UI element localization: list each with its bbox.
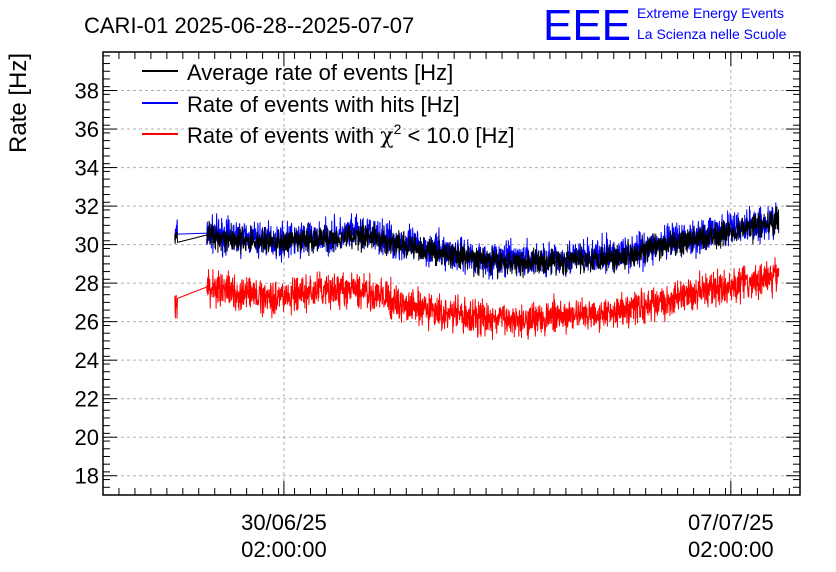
plot-frame bbox=[102, 51, 801, 496]
series-rate-of-events-with-chi2-10-0-hz bbox=[174, 257, 780, 340]
legend-label-average: Average rate of events [Hz] bbox=[187, 60, 453, 85]
y-tick-label: 36 bbox=[75, 117, 99, 142]
y-tick-label: 24 bbox=[75, 348, 99, 373]
legend-label-hits: Rate of events with hits [Hz] bbox=[187, 92, 460, 117]
x-tick-label-date: 07/07/25 bbox=[688, 510, 774, 535]
legend-label-chi2: Rate of events with χ2 < 10.0 [Hz] bbox=[187, 121, 514, 149]
y-tick-label: 38 bbox=[75, 79, 99, 104]
y-tick-label: 34 bbox=[75, 156, 99, 181]
axis-ticks bbox=[102, 52, 800, 496]
y-tick-label: 28 bbox=[75, 271, 99, 296]
data-series bbox=[174, 202, 780, 340]
x-tick-label-time: 02:00:00 bbox=[688, 537, 774, 562]
x-tick-label-time: 02:00:00 bbox=[241, 537, 327, 562]
chart-title: CARI-01 2025-06-28--2025-07-07 bbox=[84, 13, 414, 38]
series-average-rate-of-events-hz bbox=[174, 206, 780, 280]
logo-line-2: La Scienza nelle Scuole bbox=[637, 26, 787, 42]
x-tick-label-date: 30/06/25 bbox=[241, 510, 327, 535]
y-tick-label: 32 bbox=[75, 194, 99, 219]
logo-line-1: Extreme Energy Events bbox=[637, 5, 784, 21]
legend: Average rate of events [Hz] Rate of even… bbox=[142, 60, 514, 149]
y-tick-label: 18 bbox=[75, 464, 99, 489]
eee-logo: EEE bbox=[543, 1, 631, 50]
grid-lines bbox=[103, 52, 800, 495]
y-tick-label: 30 bbox=[75, 233, 99, 258]
y-tick-labels: 18 20 22 24 26 28 30 32 34 36 38 bbox=[75, 79, 99, 489]
y-axis-label: Rate [Hz] bbox=[5, 53, 32, 153]
y-tick-label: 22 bbox=[75, 387, 99, 412]
y-tick-label: 26 bbox=[75, 310, 99, 335]
y-tick-label: 20 bbox=[75, 425, 99, 450]
